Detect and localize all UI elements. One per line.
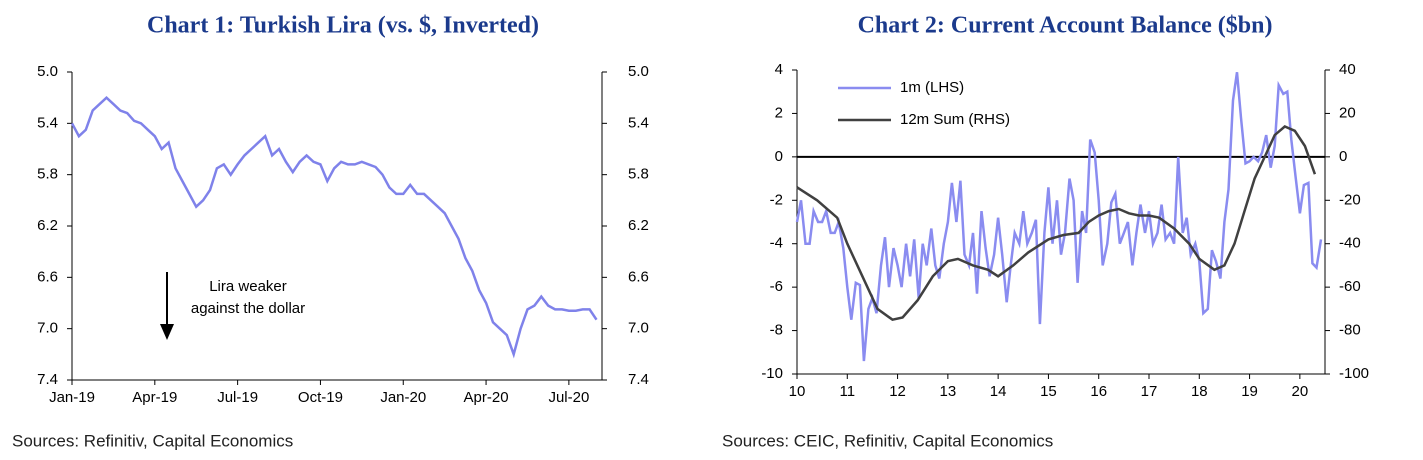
chart-title: Chart 1: Turkish Lira (vs. $, Inverted) [147, 13, 539, 39]
y-tick-label-right: 7.4 [628, 371, 649, 388]
x-tick-label: Apr-19 [132, 389, 177, 406]
x-tick-label: 11 [839, 383, 855, 400]
y-tick-label: 6.2 [37, 217, 58, 234]
x-tick-label: Apr-20 [464, 389, 509, 406]
x-tick-label: 16 [1090, 383, 1107, 400]
y-tick-label: -10 [761, 365, 783, 382]
y-tick-label: 0 [775, 148, 783, 165]
y-tick-label: 2 [775, 104, 783, 121]
x-tick-label: 10 [789, 383, 806, 400]
y-tick-label: 4 [775, 61, 783, 78]
x-tick-label: Jul-19 [217, 389, 258, 406]
source: Sources: Refinitiv, Capital Economics [12, 431, 293, 450]
y-tick-label-right: 7.0 [628, 320, 649, 337]
x-tick-label: 12 [889, 383, 906, 400]
y-tick-label-right: 6.2 [628, 217, 649, 234]
chart-title: Chart 2: Current Account Balance ($bn) [858, 13, 1273, 39]
y-tick-label: -8 [770, 322, 783, 339]
x-tick-label: Jan-20 [380, 389, 426, 406]
y-tick-label-right: 5.4 [628, 114, 649, 131]
y-tick-label: 5.8 [37, 166, 58, 183]
legend-label: 1m (LHS) [900, 79, 964, 96]
y2-tick-label: 0 [1339, 148, 1347, 165]
y2-tick-label: -40 [1339, 235, 1361, 252]
arrow-head [160, 324, 174, 340]
legend-label: 12m Sum (RHS) [900, 111, 1010, 128]
y2-tick-label: 40 [1339, 61, 1356, 78]
x-tick-label: 13 [940, 383, 957, 400]
series-line [796, 125, 1317, 322]
x-tick-label: Jul-20 [548, 389, 589, 406]
x-tick-label: 14 [990, 383, 1007, 400]
annotation: against the dollar [191, 300, 305, 317]
y-tick-label: 5.4 [37, 114, 58, 131]
y-tick-label: -4 [770, 235, 783, 252]
series-line [795, 72, 1323, 362]
x-tick-label: 19 [1241, 383, 1258, 400]
y-tick-label: 6.6 [37, 268, 58, 285]
y-tick-label-right: 6.6 [628, 268, 649, 285]
y-tick-label: -2 [770, 191, 783, 208]
y2-tick-label: -80 [1339, 322, 1361, 339]
y-tick-label: 7.0 [37, 320, 58, 337]
y-tick-label: 5.0 [37, 63, 58, 80]
y-tick-label-right: 5.8 [628, 166, 649, 183]
y-tick-label: -6 [770, 278, 783, 295]
y2-tick-label: -100 [1339, 365, 1369, 382]
x-tick-label: Jan-19 [49, 389, 95, 406]
x-tick-label: 15 [1040, 383, 1057, 400]
y2-tick-label: -60 [1339, 278, 1361, 295]
line [70, 95, 598, 359]
x-tick-label: 20 [1292, 383, 1309, 400]
source: Sources: CEIC, Refinitiv, Capital Econom… [722, 431, 1053, 450]
y2-tick-label: 20 [1339, 104, 1356, 121]
y-tick-label: 7.4 [37, 371, 58, 388]
y2-tick-label: -20 [1339, 191, 1361, 208]
annotation: Lira weaker [209, 278, 287, 295]
y-tick-label-right: 5.0 [628, 63, 649, 80]
x-tick-label: 18 [1191, 383, 1208, 400]
x-tick-label: Oct-19 [298, 389, 343, 406]
x-tick-label: 17 [1141, 383, 1158, 400]
